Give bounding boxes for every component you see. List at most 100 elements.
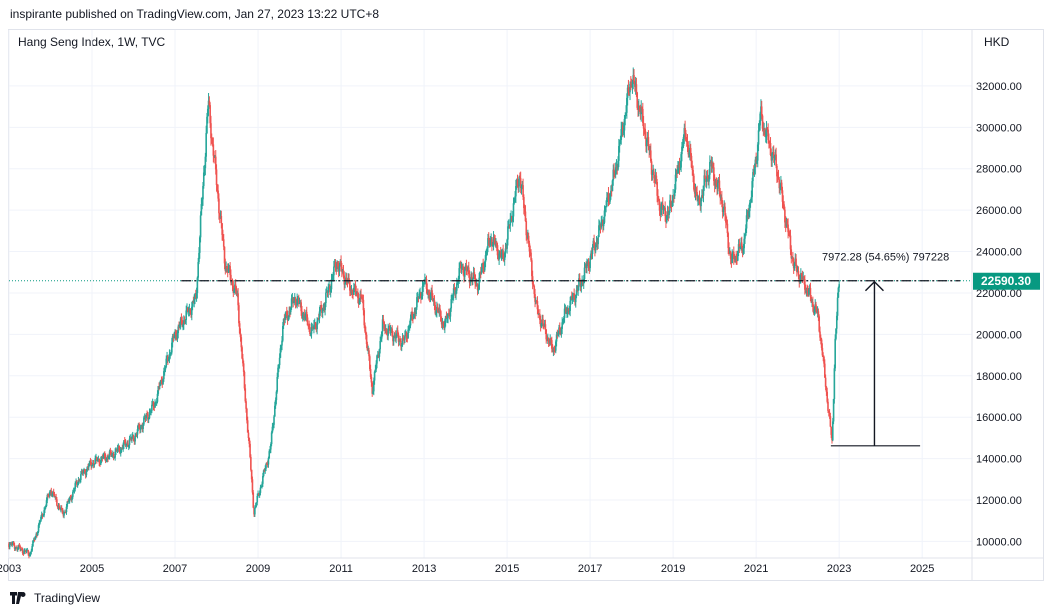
candle-body	[87, 466, 89, 468]
candle-body	[116, 448, 119, 451]
candle-body	[345, 277, 348, 281]
candle-body	[274, 400, 277, 406]
candle-body	[622, 125, 624, 133]
candle-body	[45, 500, 48, 507]
candle-body	[492, 237, 495, 246]
candle-body	[375, 363, 377, 370]
candle-body	[708, 174, 710, 182]
candle-body	[17, 545, 20, 549]
candle-body	[415, 307, 417, 315]
candle-body	[796, 265, 798, 273]
candle-body	[460, 263, 462, 269]
candle-body	[76, 483, 79, 485]
candle-body	[183, 320, 185, 325]
candle-body	[722, 209, 725, 212]
y-tick-label: 12000.00	[976, 495, 1022, 507]
candle-body	[247, 432, 250, 439]
candle-body	[77, 480, 80, 484]
candle-body	[18, 545, 21, 547]
candle-body	[227, 268, 230, 273]
candle-body	[238, 305, 240, 324]
candle-body	[136, 429, 139, 435]
candle-body	[614, 167, 617, 175]
candle-body	[757, 130, 760, 145]
candle-body	[64, 511, 67, 513]
candle-body	[718, 180, 721, 192]
candle-body	[512, 203, 515, 217]
candle-body	[657, 195, 659, 200]
candle-body	[187, 311, 190, 313]
candle-body	[313, 324, 315, 329]
candle-body	[304, 316, 306, 319]
candle-body	[158, 386, 160, 388]
candle-body	[679, 167, 682, 169]
tradingview-footer[interactable]: TradingView	[10, 591, 100, 605]
candle-body	[589, 258, 591, 269]
candle-body	[681, 146, 684, 148]
candle-body	[66, 501, 69, 507]
candle-body	[139, 426, 142, 430]
candle-body	[628, 92, 631, 94]
candle-body	[222, 234, 224, 240]
candle-body	[700, 198, 702, 207]
candle-body	[388, 326, 391, 331]
candle-body	[626, 87, 629, 98]
candle-body	[21, 549, 24, 553]
candle-body	[789, 235, 792, 250]
candle-body	[557, 332, 559, 336]
candle-body	[327, 287, 330, 293]
candle-body	[169, 353, 172, 355]
candle-body	[364, 325, 366, 332]
candle-body	[610, 190, 613, 192]
candle-body	[463, 269, 466, 277]
candle-body	[504, 248, 507, 253]
candle-body	[715, 181, 718, 185]
candle-body	[452, 295, 454, 299]
candle-body	[516, 179, 519, 186]
candle-body	[641, 106, 643, 109]
candle-body	[38, 522, 41, 526]
candle-body	[618, 146, 620, 161]
candle-body	[37, 525, 40, 532]
candle-body	[292, 298, 294, 304]
currency-label: HKD	[984, 35, 1010, 49]
candle-body	[171, 342, 173, 353]
candle-body	[832, 399, 835, 422]
candle-body	[28, 554, 31, 557]
candle-body	[412, 314, 415, 320]
candle-body	[230, 274, 232, 283]
candle-body	[372, 391, 374, 394]
candle-body	[451, 298, 453, 300]
candle-body	[790, 249, 793, 259]
candle-body	[330, 279, 333, 290]
candle-body	[673, 189, 676, 197]
candle-body	[76, 481, 78, 485]
candle-body	[758, 125, 761, 131]
candle-body	[550, 338, 552, 341]
candle-body	[445, 316, 448, 319]
candle-body	[689, 147, 692, 156]
candle-body	[147, 418, 150, 420]
candle-body	[35, 534, 37, 537]
y-tick-label: 18000.00	[976, 371, 1022, 383]
candle-body	[578, 278, 580, 286]
measure-arrow-head	[864, 280, 884, 292]
candle-body	[619, 139, 622, 143]
candle-body	[170, 352, 172, 354]
candle-body	[635, 84, 638, 93]
candle-body	[772, 152, 775, 159]
candle-body	[231, 282, 234, 286]
candle-body	[297, 297, 300, 304]
candle-body	[309, 333, 312, 335]
x-tick-label: 2013	[412, 563, 436, 575]
candle-body	[435, 312, 437, 314]
candle-body	[523, 196, 525, 209]
candle-body	[27, 549, 29, 554]
candle-body	[620, 129, 623, 140]
candle-body	[225, 266, 227, 271]
candle-body	[587, 261, 590, 268]
candle-body	[731, 253, 734, 263]
y-tick-label: 26000.00	[976, 205, 1022, 217]
candle-body	[696, 192, 698, 200]
